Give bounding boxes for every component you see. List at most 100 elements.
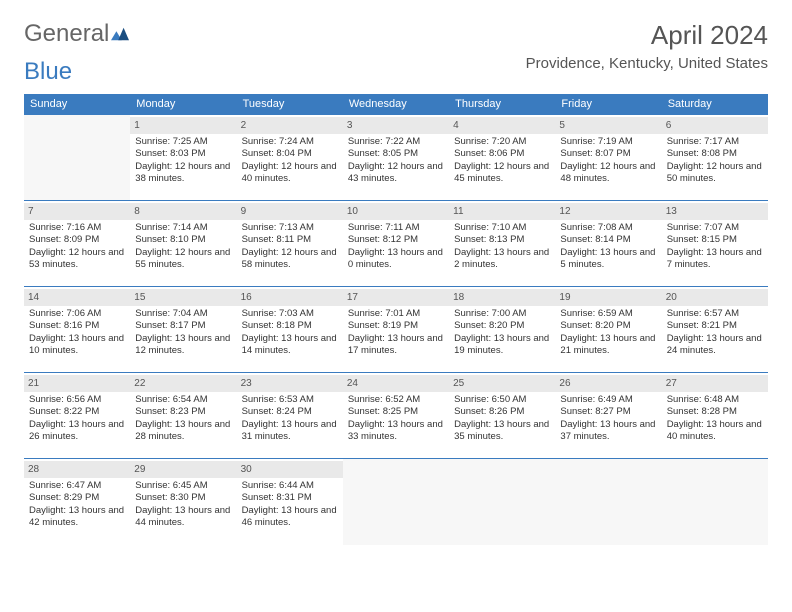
calendar-week-row: 21Sunrise: 6:56 AMSunset: 8:22 PMDayligh… bbox=[24, 373, 768, 459]
sunrise-text: Sunrise: 6:52 AM bbox=[348, 394, 444, 406]
calendar-day-cell bbox=[24, 115, 130, 201]
weekday-header: Wednesday bbox=[343, 94, 449, 115]
daylight-text: Daylight: 12 hours and 43 minutes. bbox=[348, 161, 444, 186]
daylight-text: Daylight: 13 hours and 5 minutes. bbox=[560, 247, 656, 272]
day-details: Sunrise: 6:45 AMSunset: 8:30 PMDaylight:… bbox=[134, 480, 232, 529]
day-number: 10 bbox=[343, 203, 449, 220]
daylight-text: Daylight: 13 hours and 26 minutes. bbox=[29, 419, 125, 444]
sunrise-text: Sunrise: 6:54 AM bbox=[135, 394, 231, 406]
daylight-text: Daylight: 12 hours and 45 minutes. bbox=[454, 161, 550, 186]
daylight-text: Daylight: 12 hours and 58 minutes. bbox=[242, 247, 338, 272]
daylight-text: Daylight: 13 hours and 10 minutes. bbox=[29, 333, 125, 358]
sunrise-text: Sunrise: 7:10 AM bbox=[454, 222, 550, 234]
calendar-day-cell: 1Sunrise: 7:25 AMSunset: 8:03 PMDaylight… bbox=[130, 115, 236, 201]
sunset-text: Sunset: 8:03 PM bbox=[135, 148, 231, 160]
calendar-day-cell: 10Sunrise: 7:11 AMSunset: 8:12 PMDayligh… bbox=[343, 201, 449, 287]
day-details: Sunrise: 6:52 AMSunset: 8:25 PMDaylight:… bbox=[347, 394, 445, 443]
calendar-day-cell: 14Sunrise: 7:06 AMSunset: 8:16 PMDayligh… bbox=[24, 287, 130, 373]
day-details: Sunrise: 6:50 AMSunset: 8:26 PMDaylight:… bbox=[453, 394, 551, 443]
day-details: Sunrise: 7:04 AMSunset: 8:17 PMDaylight:… bbox=[134, 308, 232, 357]
daylight-text: Daylight: 13 hours and 0 minutes. bbox=[348, 247, 444, 272]
day-number: 19 bbox=[555, 289, 661, 306]
day-details: Sunrise: 7:00 AMSunset: 8:20 PMDaylight:… bbox=[453, 308, 551, 357]
sunset-text: Sunset: 8:26 PM bbox=[454, 406, 550, 418]
logo-icon bbox=[111, 27, 129, 41]
weekday-header: Friday bbox=[555, 94, 661, 115]
sunset-text: Sunset: 8:31 PM bbox=[242, 492, 338, 504]
sunrise-text: Sunrise: 7:25 AM bbox=[135, 136, 231, 148]
sunrise-text: Sunrise: 7:03 AM bbox=[242, 308, 338, 320]
day-number: 7 bbox=[24, 203, 130, 220]
daylight-text: Daylight: 13 hours and 42 minutes. bbox=[29, 505, 125, 530]
calendar-day-cell bbox=[343, 459, 449, 545]
day-number: 6 bbox=[662, 117, 768, 134]
sunset-text: Sunset: 8:23 PM bbox=[135, 406, 231, 418]
sunset-text: Sunset: 8:20 PM bbox=[454, 320, 550, 332]
sunrise-text: Sunrise: 7:19 AM bbox=[560, 136, 656, 148]
sunset-text: Sunset: 8:10 PM bbox=[135, 234, 231, 246]
day-number: 9 bbox=[237, 203, 343, 220]
day-details: Sunrise: 7:03 AMSunset: 8:18 PMDaylight:… bbox=[241, 308, 339, 357]
sunrise-text: Sunrise: 6:57 AM bbox=[667, 308, 763, 320]
calendar-day-cell: 15Sunrise: 7:04 AMSunset: 8:17 PMDayligh… bbox=[130, 287, 236, 373]
day-details: Sunrise: 6:49 AMSunset: 8:27 PMDaylight:… bbox=[559, 394, 657, 443]
sunrise-text: Sunrise: 7:14 AM bbox=[135, 222, 231, 234]
daylight-text: Daylight: 12 hours and 48 minutes. bbox=[560, 161, 656, 186]
calendar-day-cell: 9 Sunrise: 7:13 AMSunset: 8:11 PMDaylight… bbox=[237, 201, 343, 287]
day-number: 25 bbox=[449, 375, 555, 392]
day-details: Sunrise: 7:17 AMSunset: 8:08 PMDaylight:… bbox=[666, 136, 764, 185]
day-details: Sunrise: 7:08 AMSunset: 8:14 PMDaylight:… bbox=[559, 222, 657, 271]
calendar-day-cell: 5 Sunrise: 7:19 AMSunset: 8:07 PMDaylight… bbox=[555, 115, 661, 201]
calendar-week-row: 14Sunrise: 7:06 AMSunset: 8:16 PMDayligh… bbox=[24, 287, 768, 373]
sunset-text: Sunset: 8:13 PM bbox=[454, 234, 550, 246]
day-number: 2 bbox=[237, 117, 343, 134]
calendar-day-cell: 3Sunrise: 7:22 AMSunset: 8:05 PMDaylight… bbox=[343, 115, 449, 201]
sunrise-text: Sunrise: 7:16 AM bbox=[29, 222, 125, 234]
calendar-day-cell: 16Sunrise: 7:03 AMSunset: 8:18 PMDayligh… bbox=[237, 287, 343, 373]
calendar-day-cell: 4 Sunrise: 7:20 AMSunset: 8:06 PMDaylight… bbox=[449, 115, 555, 201]
day-number: 24 bbox=[343, 375, 449, 392]
weekday-header-row: Sunday Monday Tuesday Wednesday Thursday… bbox=[24, 94, 768, 115]
calendar-day-cell: 12 Sunrise: 7:08 AMSunset: 8:14 PMDayligh… bbox=[555, 201, 661, 287]
daylight-text: Daylight: 13 hours and 37 minutes. bbox=[560, 419, 656, 444]
day-number: 4 bbox=[449, 117, 555, 134]
day-number: 29 bbox=[130, 461, 236, 478]
day-details: Sunrise: 7:13 AMSunset: 8:11 PMDaylight:… bbox=[241, 222, 339, 271]
day-details: Sunrise: 7:01 AMSunset: 8:19 PMDaylight:… bbox=[347, 308, 445, 357]
day-number: 14 bbox=[24, 289, 130, 306]
daylight-text: Daylight: 13 hours and 21 minutes. bbox=[560, 333, 656, 358]
calendar-day-cell: 27Sunrise: 6:48 AMSunset: 8:28 PMDayligh… bbox=[662, 373, 768, 459]
day-details: Sunrise: 6:54 AMSunset: 8:23 PMDaylight:… bbox=[134, 394, 232, 443]
sunset-text: Sunset: 8:11 PM bbox=[242, 234, 338, 246]
day-details: Sunrise: 7:10 AMSunset: 8:13 PMDaylight:… bbox=[453, 222, 551, 271]
sunset-text: Sunset: 8:30 PM bbox=[135, 492, 231, 504]
day-details: Sunrise: 7:14 AMSunset: 8:10 PMDaylight:… bbox=[134, 222, 232, 271]
sunrise-text: Sunrise: 6:48 AM bbox=[667, 394, 763, 406]
day-number: 20 bbox=[662, 289, 768, 306]
day-number: 27 bbox=[662, 375, 768, 392]
day-number: 22 bbox=[130, 375, 236, 392]
sunrise-text: Sunrise: 6:56 AM bbox=[29, 394, 125, 406]
calendar-day-cell: 25 Sunrise: 6:50 AMSunset: 8:26 PMDayligh… bbox=[449, 373, 555, 459]
calendar-day-cell: 20 Sunrise: 6:57 AMSunset: 8:21 PMDayligh… bbox=[662, 287, 768, 373]
daylight-text: Daylight: 12 hours and 40 minutes. bbox=[242, 161, 338, 186]
day-number: 26 bbox=[555, 375, 661, 392]
daylight-text: Daylight: 12 hours and 50 minutes. bbox=[667, 161, 763, 186]
daylight-text: Daylight: 13 hours and 44 minutes. bbox=[135, 505, 231, 530]
logo: General bbox=[24, 20, 129, 48]
sunset-text: Sunset: 8:08 PM bbox=[667, 148, 763, 160]
day-details: Sunrise: 6:44 AMSunset: 8:31 PMDaylight:… bbox=[241, 480, 339, 529]
sunrise-text: Sunrise: 7:22 AM bbox=[348, 136, 444, 148]
sunset-text: Sunset: 8:05 PM bbox=[348, 148, 444, 160]
day-number: 30 bbox=[237, 461, 343, 478]
calendar-day-cell: 2Sunrise: 7:24 AMSunset: 8:04 PMDaylight… bbox=[237, 115, 343, 201]
daylight-text: Daylight: 13 hours and 2 minutes. bbox=[454, 247, 550, 272]
day-number: 5 bbox=[555, 117, 661, 134]
sunrise-text: Sunrise: 6:59 AM bbox=[560, 308, 656, 320]
day-details: Sunrise: 6:56 AMSunset: 8:22 PMDaylight:… bbox=[28, 394, 126, 443]
daylight-text: Daylight: 12 hours and 55 minutes. bbox=[135, 247, 231, 272]
day-number: 12 bbox=[555, 203, 661, 220]
day-details: Sunrise: 6:57 AMSunset: 8:21 PMDaylight:… bbox=[666, 308, 764, 357]
sunset-text: Sunset: 8:07 PM bbox=[560, 148, 656, 160]
day-details: Sunrise: 7:20 AMSunset: 8:06 PMDaylight:… bbox=[453, 136, 551, 185]
